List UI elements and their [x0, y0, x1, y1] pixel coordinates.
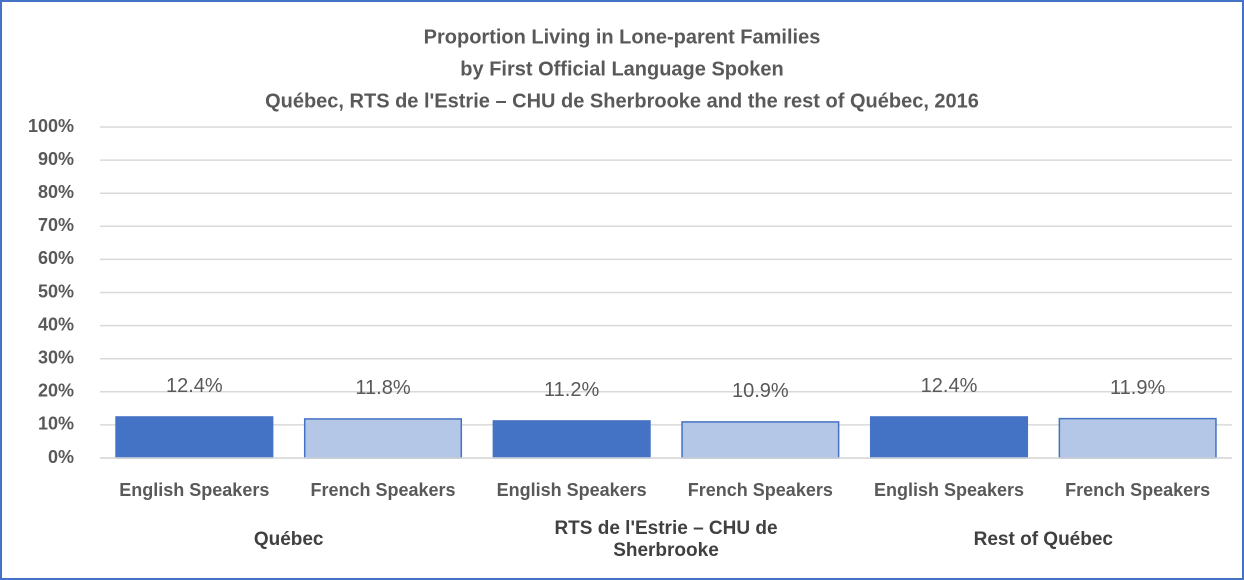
y-tick-label: 70% [38, 215, 74, 235]
x-tick-label: French Speakers [310, 480, 455, 500]
group-label-box: Rest of Québec [973, 529, 1113, 550]
bar [492, 420, 651, 459]
chart-title: by First Official Language Spoken [460, 58, 783, 80]
value-label: 12.4% [166, 375, 223, 397]
group-label: Rest of Québec [973, 529, 1113, 550]
bar [303, 418, 463, 459]
y-tick-label: 0% [48, 447, 74, 467]
y-tick-label: 90% [38, 149, 74, 169]
chart-subtitle: Québec, RTS de l'Estrie – CHU de Sherbro… [265, 90, 979, 112]
value-label: 10.9% [732, 380, 789, 402]
y-tick-label: 60% [38, 248, 74, 268]
group-label-box: Québec [253, 529, 324, 550]
bar [115, 416, 274, 459]
bar [681, 421, 840, 459]
y-tick-label: 20% [38, 381, 74, 401]
value-label: 11.8% [355, 377, 410, 399]
y-tick-label: 50% [38, 281, 74, 301]
x-tick-label: French Speakers [688, 480, 833, 500]
group-label-box: RTS de l'Estrie – CHU de Sherbrooke [554, 518, 778, 561]
group-label: Québec [253, 529, 324, 550]
value-label: 12.4% [921, 375, 978, 397]
bar [869, 416, 1029, 459]
value-label: 11.2% [544, 379, 599, 401]
y-tick-label: 100% [28, 116, 74, 136]
y-tick-label: 30% [38, 347, 74, 367]
x-tick-label: English Speakers [874, 480, 1024, 500]
chart-title: Proportion Living in Lone-parent Familie… [424, 26, 821, 48]
y-tick-label: 10% [38, 414, 74, 434]
x-tick-label: English Speakers [119, 480, 269, 500]
y-tick-label: 40% [38, 314, 74, 334]
x-tick-label: English Speakers [497, 480, 647, 500]
x-tick-label: French Speakers [1065, 480, 1210, 500]
value-label: 11.9% [1110, 377, 1165, 399]
bar [1058, 417, 1217, 459]
y-tick-label: 80% [38, 182, 74, 202]
group-label: RTS de l'Estrie – CHU de Sherbrooke [554, 518, 778, 561]
